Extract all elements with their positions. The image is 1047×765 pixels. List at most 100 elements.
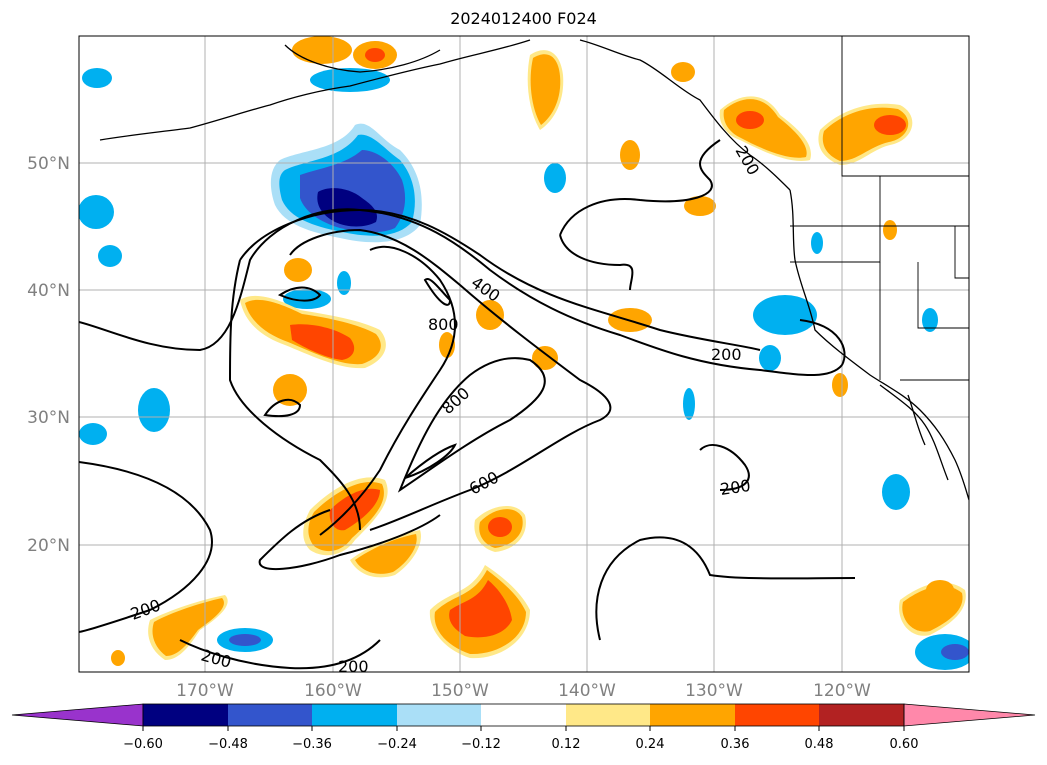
positive-anomaly-area [290, 324, 355, 360]
negative-anomaly-area [310, 68, 390, 92]
colorbar-swatch [397, 704, 481, 726]
contour-800 [423, 278, 452, 306]
colorbar-tick-label: 0.24 [636, 737, 665, 752]
positive-anomaly-area [329, 488, 380, 531]
negative-anomaly-area [98, 245, 122, 267]
colorbar-swatch [481, 704, 566, 726]
positive-anomaly-area [684, 196, 716, 216]
negative-anomaly-area [82, 68, 112, 88]
colorbar-tick-label: −0.48 [208, 737, 248, 752]
positive-anomaly-area [532, 346, 558, 370]
negative-anomaly-area [79, 423, 107, 445]
map-title: 2024012400 F024 [450, 9, 597, 28]
colorbar-tick-label: 0.48 [805, 737, 834, 752]
positive-anomaly-area [284, 258, 312, 282]
positive-anomaly-area [832, 373, 848, 397]
contour-600 [289, 228, 612, 531]
colorbar-extend-min [11, 703, 144, 727]
negative-anomaly-area [811, 232, 823, 254]
contour-200 [595, 536, 856, 641]
contour-label: 200 [711, 345, 742, 364]
lat-label: 40°N [27, 281, 70, 301]
lon-label: 170°W [176, 681, 234, 701]
negative-anomaly-area [229, 634, 261, 646]
colorbar-tick-label: −0.60 [123, 737, 163, 752]
contour-label: 200 [338, 657, 369, 676]
lon-label: 130°W [685, 681, 743, 701]
negative-anomaly-area [759, 345, 781, 371]
colorbar-tick-label: −0.12 [461, 737, 501, 752]
contour-200 [79, 208, 843, 376]
contour-400 [239, 208, 761, 351]
positive-anomaly-area [874, 115, 906, 135]
contour-low [258, 509, 441, 570]
contour-800 [319, 245, 456, 536]
contour-200 [559, 139, 721, 236]
contour-200 [799, 319, 846, 366]
positive-anomaly-area [488, 517, 512, 537]
map-panel: 400 800 800 600 200 200 200 200 200 200 [79, 36, 969, 676]
negative-anomaly-area [337, 271, 351, 295]
contour-lines [79, 139, 856, 670]
negative-anomaly-area [922, 308, 938, 332]
negative-anomaly-area [753, 295, 817, 335]
colorbar-swatch [650, 704, 735, 726]
political-borders [790, 36, 969, 381]
colorbar-outline [142, 703, 905, 727]
contour-closed [277, 286, 322, 302]
contour-400 [228, 259, 361, 531]
positive-anomaly-area [111, 650, 125, 666]
positive-anomaly-area [736, 111, 764, 129]
lat-label: 50°N [27, 154, 70, 174]
negative-anomaly-area [138, 388, 170, 432]
negative-anomaly-area [317, 188, 378, 227]
colorbar-swatch [312, 704, 397, 726]
positive-anomaly-area [620, 140, 640, 170]
contour-label: 200 [719, 476, 752, 499]
positive-anomaly-area [439, 332, 455, 358]
colorbar-swatch [566, 704, 650, 726]
longitude-labels: 170°W 160°W 150°W 140°W 130°W 120°W [176, 681, 871, 701]
positive-anomaly-area [476, 300, 504, 330]
lat-label: 30°N [27, 408, 70, 428]
colorbar-extend-max [903, 703, 1036, 727]
colorbar-swatch [735, 704, 819, 726]
colorbar-tick-label: 0.36 [721, 737, 750, 752]
contour-label: 800 [428, 315, 459, 334]
contour-200 [699, 444, 750, 491]
positive-anomaly-area [926, 580, 954, 600]
positive-anomaly-area [355, 534, 417, 574]
colorbar-swatch [819, 704, 904, 726]
positive-anomaly-area [273, 374, 307, 406]
negative-anomaly-area [683, 388, 695, 420]
colorbar-tick-label: −0.36 [292, 737, 332, 752]
contour-closed [263, 398, 302, 418]
shaded-field [79, 36, 969, 670]
positive-anomaly-area [530, 54, 561, 125]
colorbar-tick-label: 0.12 [552, 737, 581, 752]
positive-anomaly-area [292, 36, 352, 64]
colorbar-swatch [228, 704, 312, 726]
lon-label: 140°W [558, 681, 616, 701]
positive-anomaly-area [152, 598, 224, 656]
lat-label: 20°N [27, 536, 70, 556]
colorbar-tick-label: −0.24 [377, 737, 417, 752]
positive-anomaly-area [449, 580, 512, 638]
negative-anomaly-area [544, 163, 566, 193]
negative-anomaly-area [882, 474, 910, 510]
positive-anomaly-area [671, 62, 695, 82]
lon-label: 120°W [813, 681, 871, 701]
latitude-labels: 50°N 40°N 30°N 20°N [27, 154, 70, 556]
positive-anomaly-area [365, 48, 385, 62]
contour-200 [179, 639, 381, 670]
negative-anomaly-area [941, 644, 969, 660]
colorbar-tick-label: 0.60 [890, 737, 919, 752]
lon-label: 150°W [431, 681, 489, 701]
lon-label: 160°W [304, 681, 362, 701]
contour-200 [79, 461, 213, 633]
contour-200 [559, 234, 634, 291]
contour-800 [404, 443, 457, 479]
positive-anomaly-area [883, 220, 897, 240]
colorbar-swatch [143, 704, 228, 726]
